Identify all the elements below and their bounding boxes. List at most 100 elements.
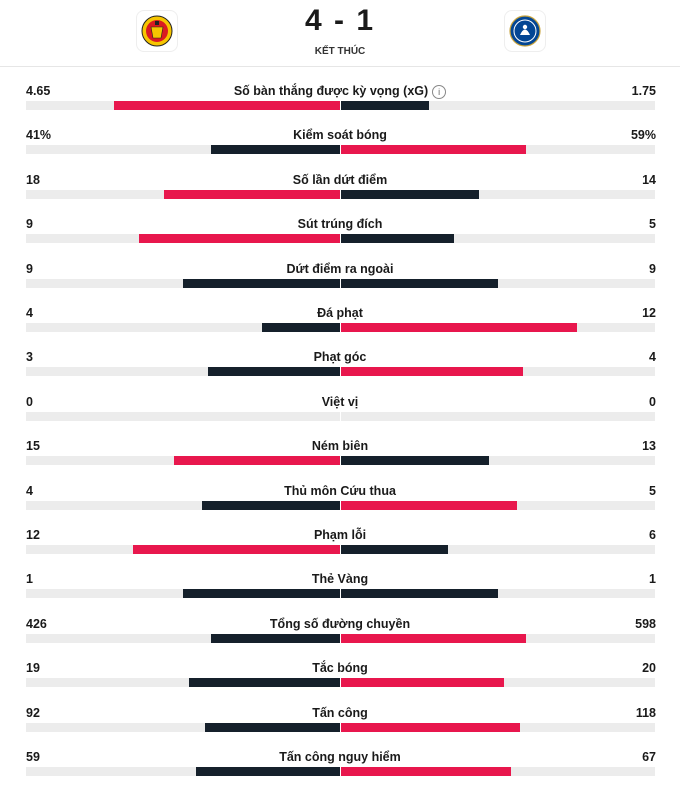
home-stat-bar <box>139 234 340 244</box>
home-stat-value: 18 <box>26 172 40 187</box>
stat-label: Số lần dứt điểm <box>0 172 680 188</box>
away-stat-value: 598 <box>635 616 656 631</box>
stat-row: 426 Tổng số đường chuyền 598 <box>0 616 680 660</box>
away-stat-value: 5 <box>649 483 656 498</box>
away-stat-track <box>341 633 655 643</box>
home-stat-value: 4 <box>26 483 33 498</box>
stat-label-text: Dứt điểm ra ngoài <box>286 261 394 276</box>
stat-row: 12 Phạm lỗi 6 <box>0 527 680 571</box>
home-stat-value: 9 <box>26 217 33 232</box>
away-stat-bar <box>341 456 489 466</box>
stat-label: Tấn công nguy hiểm <box>0 749 680 765</box>
away-stat-bar <box>341 589 498 599</box>
home-stat-value: 4.65 <box>26 84 51 98</box>
away-stat-track <box>341 500 655 510</box>
home-stat-bar <box>173 456 340 466</box>
stat-label-text: Tấn công nguy hiểm <box>279 750 401 764</box>
stat-label-text: Thủ môn Cứu thua <box>284 483 396 498</box>
away-stat-value: 9 <box>649 261 656 276</box>
away-stat-bar <box>341 767 511 776</box>
away-stat-track <box>341 145 655 155</box>
stat-row: 4 Thủ môn Cứu thua 5 <box>0 483 680 527</box>
away-stat-track <box>341 101 655 110</box>
home-stat-value: 41% <box>26 128 52 143</box>
stat-row: 3 Phạt góc 4 <box>0 349 680 393</box>
home-stat-track <box>26 545 340 554</box>
stat-row: 15 Ném biên 13 <box>0 438 680 482</box>
match-score: 4 - 1 <box>304 4 376 37</box>
home-stat-value: 1 <box>26 572 33 587</box>
away-stat-track <box>341 589 655 599</box>
stat-label-text: Kiểm soát bóng <box>293 128 387 143</box>
stat-row: 4 Đá phạt 12 <box>0 305 680 349</box>
match-header: 4 - 1 KẾT THÚC <box>0 0 680 67</box>
away-stat-bar <box>341 145 527 155</box>
stat-label: Tắc bóng <box>0 660 680 676</box>
stat-label-text: Tắc bóng <box>312 661 368 676</box>
home-stat-value: 0 <box>26 394 33 409</box>
away-stat-bar <box>341 367 524 377</box>
manchester-united-crest-icon[interactable] <box>136 10 178 52</box>
home-stat-value: 12 <box>26 528 40 542</box>
stat-row: 9 Sút trúng đích 5 <box>0 216 680 260</box>
home-stat-value: 3 <box>26 350 33 365</box>
home-stat-track <box>26 278 340 288</box>
stat-label-text: Thẻ Vàng <box>311 572 369 587</box>
away-stat-value: 6 <box>649 528 656 542</box>
away-stat-track <box>341 278 655 288</box>
away-stat-value: 0 <box>649 394 656 409</box>
stat-label-text: Ném biên <box>311 439 369 454</box>
stat-row: 19 Tắc bóng 20 <box>0 660 680 704</box>
stat-label: Tổng số đường chuyền <box>0 616 680 632</box>
home-stat-bar <box>211 633 340 643</box>
home-stat-bar <box>195 767 340 776</box>
away-stat-value: 14 <box>642 172 656 187</box>
stat-row: 0 Việt vị 0 <box>0 394 680 438</box>
home-stat-value: 15 <box>26 439 40 454</box>
home-stat-value: 4 <box>26 306 33 320</box>
away-stat-value: 1.75 <box>631 84 656 98</box>
away-stat-track <box>341 678 655 688</box>
home-stat-bar <box>189 678 340 688</box>
stat-label: Thẻ Vàng <box>0 571 680 587</box>
away-stat-track <box>341 545 655 554</box>
stat-row: 41% Kiểm soát bóng 59% <box>0 127 680 171</box>
away-stat-bar <box>341 500 517 510</box>
home-stat-value: 19 <box>26 661 40 676</box>
away-stat-track <box>341 367 655 377</box>
home-stat-value: 426 <box>26 616 47 631</box>
away-stat-value: 20 <box>642 661 656 676</box>
home-stat-value: 92 <box>26 705 40 720</box>
away-stat-track <box>341 234 655 244</box>
stat-label-text: Đá phạt <box>317 306 363 320</box>
info-icon[interactable]: i <box>432 84 447 99</box>
home-stat-bar <box>164 189 340 199</box>
away-stat-value: 67 <box>642 750 656 764</box>
stat-label: Kiểm soát bóng <box>0 127 680 143</box>
away-stat-value: 13 <box>642 439 656 454</box>
away-stat-track <box>341 456 655 466</box>
stat-label-text: Tổng số đường chuyền <box>269 616 411 631</box>
stat-row: 59 Tấn công nguy hiểm 67 <box>0 749 680 793</box>
away-stat-track <box>341 323 655 332</box>
home-stat-bar <box>113 101 340 110</box>
away-stat-track <box>341 722 655 732</box>
home-stat-bar <box>211 145 340 155</box>
stat-label: Số bàn thắng được kỳ vọng (xG) i <box>0 83 680 99</box>
stat-label: Ném biên <box>0 438 680 454</box>
away-stat-value: 5 <box>649 217 656 232</box>
stat-label-text: Tấn công <box>312 705 368 720</box>
away-stat-value: 118 <box>635 705 656 720</box>
away-stat-bar <box>341 234 455 244</box>
home-stat-track <box>26 411 340 421</box>
stat-label: Phạt góc <box>0 349 680 365</box>
stat-label-text: Phạt góc <box>313 350 367 365</box>
stat-label-text: Việt vị <box>321 394 359 409</box>
home-stat-bar <box>204 722 340 732</box>
away-stat-value: 4 <box>649 350 656 365</box>
chelsea-crest-icon[interactable] <box>504 10 546 52</box>
away-stat-bar <box>341 722 520 732</box>
stat-label: Việt vị <box>0 394 680 410</box>
away-stat-track <box>341 411 655 421</box>
away-stat-bar <box>341 633 527 643</box>
